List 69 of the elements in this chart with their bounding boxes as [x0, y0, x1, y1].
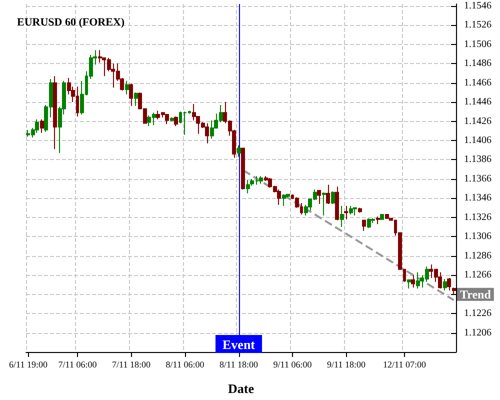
candlestick — [241, 148, 245, 190]
candlestick — [259, 176, 263, 184]
candlestick — [246, 179, 250, 194]
candlestick — [237, 144, 241, 158]
candlestick — [367, 218, 371, 228]
candlestick — [447, 277, 451, 291]
candlestick — [53, 76, 57, 150]
y-tick-label: 1.1206 — [464, 327, 492, 338]
candlestick — [380, 214, 384, 220]
candlestick — [170, 116, 174, 122]
candlestick — [411, 274, 415, 288]
candlestick — [129, 83, 133, 106]
x-tick-label: 6/11 19:00 — [9, 360, 48, 370]
y-tick-label: 1.1386 — [464, 154, 492, 166]
candlestick — [438, 272, 442, 290]
x-tick-label: 7/11 18:00 — [112, 360, 151, 370]
candlestick — [353, 207, 357, 216]
candlestick — [416, 272, 420, 290]
y-tick-label: 1.1266 — [464, 270, 492, 281]
candlestick — [362, 220, 366, 232]
candlestick — [125, 80, 129, 95]
x-axis-title: Date — [228, 381, 254, 396]
y-tick-label: 1.1306 — [464, 231, 492, 242]
candlestick — [174, 116, 178, 127]
candlestick — [205, 122, 209, 144]
y-tick-label: 1.1326 — [464, 212, 492, 223]
x-tick-label: 8/11 18:00 — [220, 360, 258, 370]
x-tick-label: 12/11 07:00 — [383, 360, 426, 370]
candlestick — [340, 205, 344, 228]
y-tick-label: 1.1486 — [464, 58, 492, 70]
y-tick-label: 1.1426 — [464, 116, 492, 127]
text: EURUSD 60 (FOREX) — [17, 16, 125, 28]
y-tick-label: 1.1286 — [464, 250, 492, 262]
candlestick — [317, 190, 321, 204]
candlestick — [344, 205, 348, 220]
candlestick — [407, 279, 411, 290]
candlestick — [443, 278, 447, 291]
candlestick — [35, 118, 39, 134]
candlestick — [376, 216, 380, 225]
y-tick-label: 1.1226 — [464, 308, 492, 320]
candlestick — [358, 207, 362, 214]
y-tick-label: 1.1366 — [464, 173, 492, 184]
candlestick — [322, 192, 326, 216]
y-tick-label: 1.1506 — [464, 38, 492, 50]
x-tick-label: 9/11 18:00 — [327, 360, 366, 370]
candlestick — [452, 287, 456, 295]
candlestick — [331, 190, 335, 204]
y-tick-label: 1.1346 — [464, 192, 492, 204]
candlestick — [282, 194, 286, 206]
y-tick-label: 1.1406 — [464, 135, 492, 146]
ref-line-label: Event — [222, 337, 256, 352]
x-tick-label: 8/11 06:00 — [166, 360, 205, 370]
candlestick — [40, 118, 44, 134]
candlestick — [349, 205, 353, 216]
annotation: Trend — [460, 287, 492, 302]
candlestick — [335, 186, 339, 221]
y-tick-label: 1.1446 — [464, 96, 492, 108]
y-tick-label: 1.1466 — [464, 77, 492, 88]
candlestick — [277, 189, 281, 206]
candlestick — [165, 114, 169, 125]
y-tick-label: 1.1526 — [464, 20, 492, 31]
candlestick — [385, 214, 389, 219]
x-tick-label: 7/11 06:00 — [58, 360, 98, 370]
candlestick — [183, 111, 187, 136]
candlestick — [371, 218, 375, 224]
y-tick-label: 1.1546 — [464, 0, 492, 12]
candlestick — [134, 92, 138, 106]
x-tick-label: 9/11 06:00 — [273, 360, 312, 370]
candlestick — [326, 184, 330, 204]
